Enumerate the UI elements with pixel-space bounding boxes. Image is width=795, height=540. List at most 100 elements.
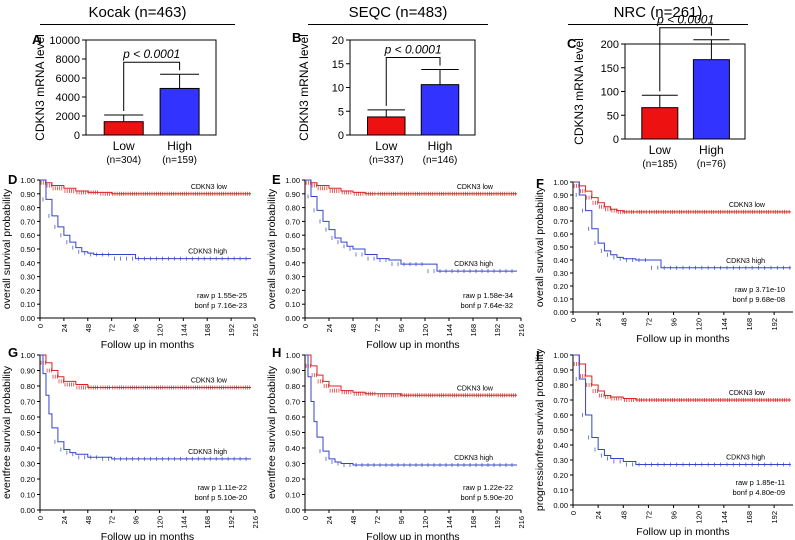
p-value-text: bonf p 4.80e-09 <box>732 488 785 497</box>
y-tick-label: 10 <box>332 83 344 95</box>
y-tick-label: 0.40 <box>553 256 568 265</box>
y-tick-label: 0.30 <box>553 269 568 278</box>
x-tick-label: 96 <box>132 324 141 332</box>
x-tick-label: 192 <box>770 318 779 331</box>
group-n-label: (n=337) <box>369 155 404 166</box>
category-label: Low <box>649 143 671 157</box>
y-tick-label: 0.30 <box>553 456 568 465</box>
km-curve-high <box>40 354 252 460</box>
bar-low <box>367 116 406 136</box>
y-tick-label: 4000 <box>56 92 80 104</box>
legend-label-low: CDKN3 low <box>457 385 494 392</box>
y-axis-label: CDKN3 mRNA level <box>33 34 47 141</box>
y-tick-label: 0.70 <box>553 396 568 405</box>
y-tick-label: 2000 <box>56 111 80 123</box>
x-tick-label: 168 <box>745 511 754 524</box>
plot-area: 0 50 100 150 200 CDKN3 mRNA level Low (n=185) Hi… <box>572 13 746 170</box>
plot-area: 0.00 0.10 0.20 0.30 0.40 0.50 0.60 0.70 0.80 0.90… <box>534 348 793 538</box>
km-curve-low <box>573 181 791 213</box>
p-value-text: raw p 1.85e-11 <box>736 478 785 487</box>
y-axis-label: overall survival probability <box>534 186 546 307</box>
significance-bracket <box>123 61 181 112</box>
category-label: High <box>167 139 192 153</box>
bar-high <box>420 84 460 136</box>
y-tick-label: 0.70 <box>285 217 300 226</box>
y-tick-label: 0.80 <box>553 204 568 213</box>
censor-marks-low <box>573 183 790 214</box>
p-value-text: raw p 3.71e-10 <box>735 285 785 294</box>
x-tick-label: 144 <box>445 324 454 337</box>
p-value-text: bonf p 5.10e-20 <box>194 493 247 502</box>
y-tick-label: 0.90 <box>20 190 35 199</box>
y-tick-label: 100 <box>601 87 619 99</box>
y-tick-label: 0.50 <box>553 243 568 252</box>
y-tick-label: 5 <box>338 106 344 118</box>
bar-low <box>641 107 679 140</box>
header-nrc-rule <box>568 24 748 25</box>
y-tick-label: 1.00 <box>285 351 300 360</box>
legend-label-high: CDKN3 high <box>454 455 493 462</box>
y-tick-label: 0.50 <box>20 429 35 438</box>
legend-label-low: CDKN3 low <box>191 184 228 191</box>
y-tick-label: 0.20 <box>553 471 568 480</box>
x-tick-label: 168 <box>203 516 212 529</box>
p-value-text: bonf p 7.16e-23 <box>194 301 247 310</box>
y-tick-label: 0 <box>74 130 80 142</box>
y-tick-label: 200 <box>601 39 619 51</box>
y-tick-label: 8000 <box>56 54 80 66</box>
x-tick-label: 144 <box>179 516 188 529</box>
x-tick-label: 48 <box>84 516 93 524</box>
y-tick-label: 6000 <box>56 73 80 85</box>
legend-label-low: CDKN3 low <box>729 202 766 209</box>
y-tick-label: 0.20 <box>285 286 300 295</box>
x-tick-label: 48 <box>349 324 358 332</box>
panel-letter-c: C <box>567 36 577 51</box>
x-tick-label: 120 <box>695 318 704 331</box>
x-tick-label: 120 <box>155 516 164 529</box>
y-tick-label: 0.60 <box>285 231 300 240</box>
y-tick-label: 0.40 <box>20 444 35 453</box>
y-tick-label: 0.90 <box>553 191 568 200</box>
y-tick-label: 0.50 <box>285 429 300 438</box>
plot-area: 0 5 10 15 20 CDKN3 mRNA level Low (n=337) High (n… <box>297 34 476 166</box>
y-tick-label: 0.90 <box>553 366 568 375</box>
km-chart-seqc-overall: 0.00 0.10 0.20 0.30 0.40 0.50 0.60 0.70 0.80 0.90… <box>266 176 526 351</box>
p-value-label: p < 0.0001 <box>122 47 180 61</box>
y-axis-label: CDKN3 mRNA level <box>297 34 311 141</box>
x-tick-label: 48 <box>84 324 93 332</box>
plot-frame <box>85 39 217 136</box>
y-tick-label: 0.90 <box>285 190 300 199</box>
km-curve-low <box>573 354 791 401</box>
km-chart-seqc-eventfree: 0.00 0.10 0.20 0.30 0.40 0.50 0.60 0.70 0.80 0.90… <box>266 351 526 540</box>
censor-marks-high <box>575 193 791 270</box>
y-tick-label: 0.50 <box>285 245 300 254</box>
y-tick-label: 0.30 <box>20 460 35 469</box>
y-tick-label: 0.40 <box>553 441 568 450</box>
y-tick-label: 0.20 <box>20 475 35 484</box>
bar-high <box>692 59 730 140</box>
x-tick-label: 168 <box>203 324 212 337</box>
header-seqc: SEQC (n=483) <box>308 4 488 25</box>
category-label: Low <box>113 139 135 153</box>
p-value-text: raw p 1.58e-34 <box>463 291 513 300</box>
y-tick-label: 1.00 <box>20 176 35 185</box>
plot-area: 0.00 0.10 0.20 0.30 0.40 0.50 0.60 0.70 0.80 0.90… <box>1 351 260 540</box>
y-tick-label: 0.80 <box>20 204 35 213</box>
y-tick-label: 0.10 <box>20 491 35 500</box>
y-tick-label: 0.60 <box>20 413 35 422</box>
bar-chart-seqc: 0 5 10 15 20 CDKN3 mRNA level Low (n=337) High (n… <box>297 34 476 166</box>
y-tick-label: 15 <box>332 59 344 71</box>
x-axis-label: Follow up in months <box>366 339 459 351</box>
x-tick-label: 120 <box>421 324 430 337</box>
x-tick-label: 0 <box>569 318 578 322</box>
y-tick-label: 0.00 <box>553 308 568 317</box>
p-value-text: raw p 1.11e-22 <box>198 483 247 492</box>
y-tick-label: 10000 <box>49 35 80 47</box>
group-n-label: (n=304) <box>106 155 141 166</box>
x-tick-label: 0 <box>36 324 45 328</box>
x-tick-label: 72 <box>644 318 653 326</box>
x-tick-label: 96 <box>397 516 406 524</box>
y-tick-label: 0.40 <box>20 259 35 268</box>
panel-letter-a: A <box>32 32 42 47</box>
x-tick-label: 96 <box>132 516 141 524</box>
